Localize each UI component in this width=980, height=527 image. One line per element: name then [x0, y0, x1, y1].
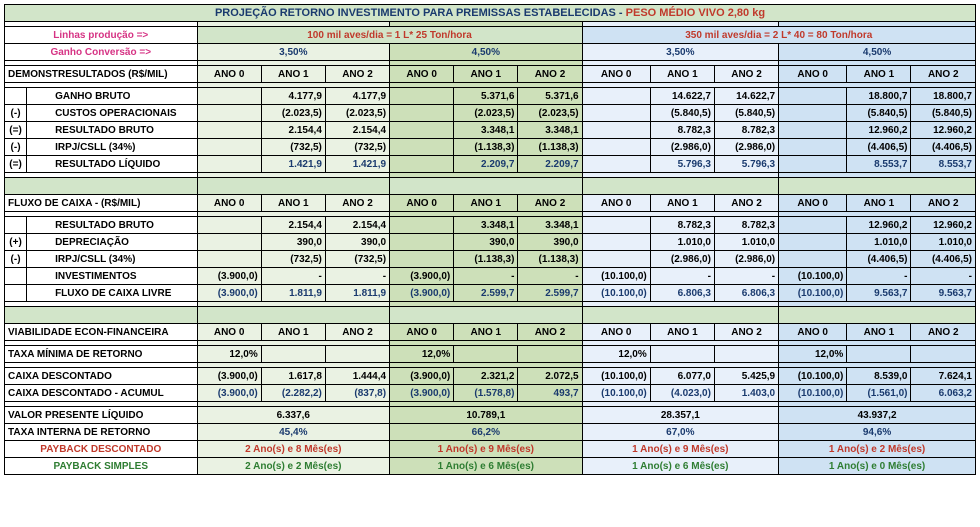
vpl-row: VALOR PRESENTE LÍQUIDO 6.337,6 10.789,1 … — [5, 407, 976, 424]
hdr-100: 100 mil aves/dia = 1 L* 25 Ton/hora — [197, 27, 582, 44]
projection-table: PROJEÇÃO RETORNO INVESTIMENTO PARA PREMI… — [4, 4, 976, 475]
data-row: (=)RESULTADO LÍQUIDO1.421,91.421,92.209,… — [5, 156, 976, 173]
linhas-label: Linhas produção => — [5, 27, 198, 44]
data-row: (+)DEPRECIAÇÃO390,0390,0390,0390,01.010,… — [5, 234, 976, 251]
tir-row: TAXA INTERNA DE RETORNO 45,4% 66,2% 67,0… — [5, 424, 976, 441]
pct-b45: 4,50% — [779, 44, 976, 61]
data-row: INVESTIMENTOS(3.900,0)--(3.900,0)--(10.1… — [5, 268, 976, 285]
data-row: FLUXO DE CAIXA LIVRE(3.900,0)1.811,91.81… — [5, 285, 976, 302]
fluxo-header-row: FLUXO DE CAIXA - (R$/MIL) ANO 0ANO 1ANO … — [5, 195, 976, 212]
hdr-350: 350 mil aves/dia = 2 L* 40 = 80 Ton/hora — [582, 27, 975, 44]
pbd-row: PAYBACK DESCONTADO 2 Ano(s) e 8 Mês(es) … — [5, 441, 976, 458]
data-row: GANHO BRUTO4.177,94.177,95.371,65.371,61… — [5, 88, 976, 105]
data-row: (-)IRPJ/CSLL (34%)(732,5)(732,5)(1.138,3… — [5, 139, 976, 156]
taxa-min-row: TAXA MÍNIMA DE RETORNO 12,0% 12,0% 12,0%… — [5, 346, 976, 363]
pct-b35: 3,50% — [582, 44, 779, 61]
viab-header-row: VIABILIDADE ECON-FINANCEIRA ANO 0ANO 1AN… — [5, 324, 976, 341]
pct-g45: 4,50% — [390, 44, 583, 61]
ganho-label: Ganho Conversão => — [5, 44, 198, 61]
pct-g35: 3,50% — [197, 44, 390, 61]
pbs-row: PAYBACK SIMPLES 2 Ano(s) e 2 Mês(es) 1 A… — [5, 458, 976, 475]
data-row: (=)RESULTADO BRUTO2.154,42.154,43.348,13… — [5, 122, 976, 139]
demo-header-row: DEMONSTRESULTADOS (R$/MIL) ANO 0ANO 1ANO… — [5, 66, 976, 83]
data-row: (-)CUSTOS OPERACIONAIS(2.023,5)(2.023,5)… — [5, 105, 976, 122]
main-title: PROJEÇÃO RETORNO INVESTIMENTO PARA PREMI… — [5, 5, 976, 22]
cx-desc-row: CAIXA DESCONTADO (3.900,0)1.617,81.444,4… — [5, 368, 976, 385]
data-row: (-)IRPJ/CSLL (34%)(732,5)(732,5)(1.138,3… — [5, 251, 976, 268]
cx-acum-row: CAIXA DESCONTADO - ACUMUL (3.900,0)(2.28… — [5, 385, 976, 402]
data-row: RESULTADO BRUTO2.154,42.154,43.348,13.34… — [5, 217, 976, 234]
